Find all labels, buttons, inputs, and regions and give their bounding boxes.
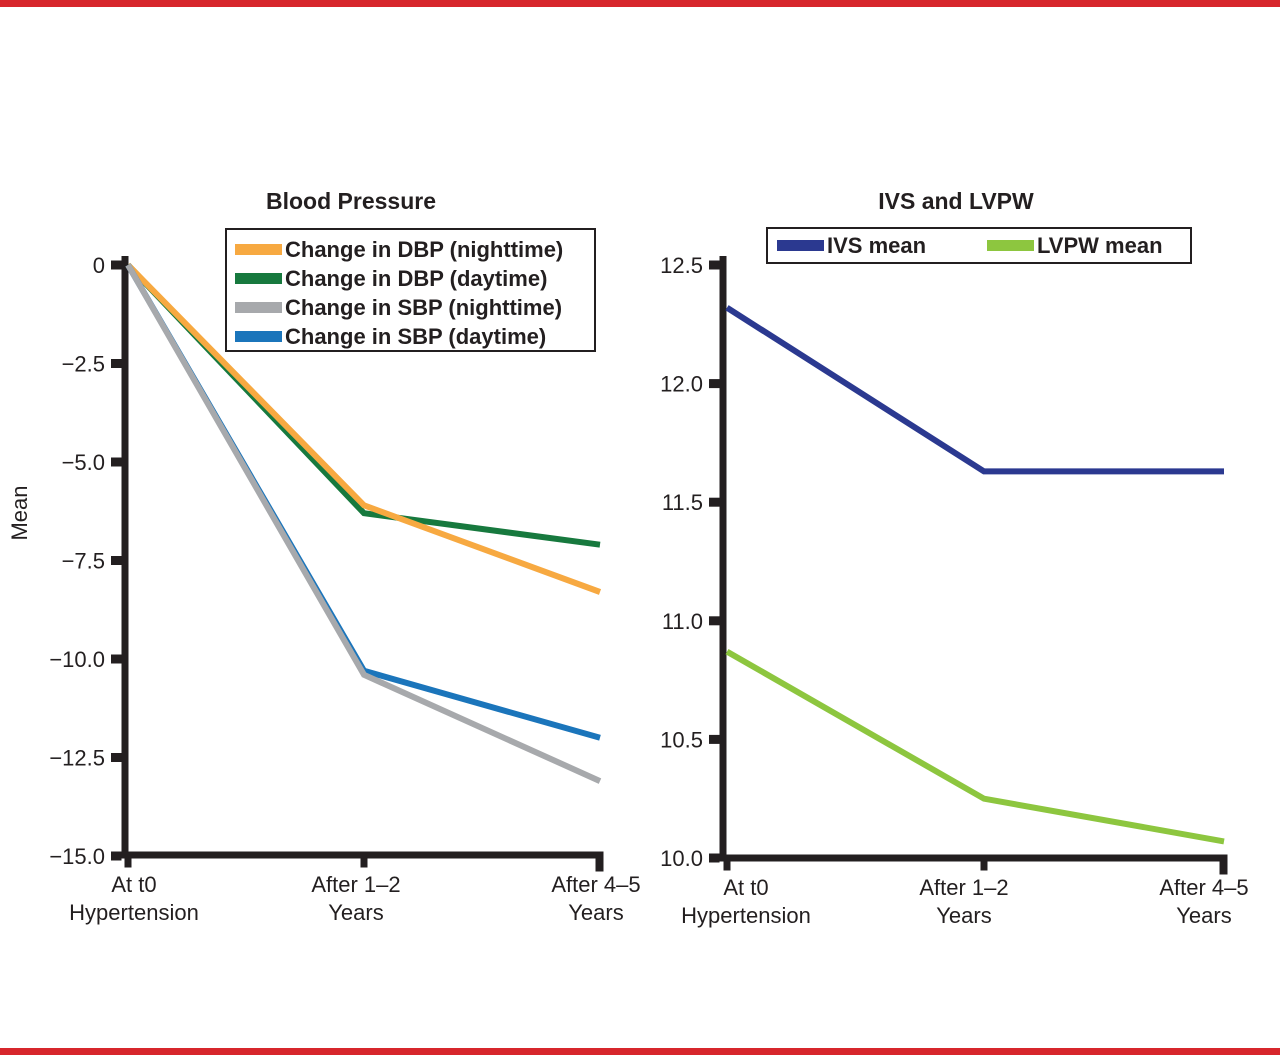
ivs-lvpw-plot: 12.5 12.0 11.5 11.0 10.5 10.0 At t0 Hypertensio… bbox=[660, 253, 1248, 928]
bottom-border-rule bbox=[0, 1048, 1280, 1055]
legend-label-dbp-nighttime: Change in DBP (nighttime) bbox=[285, 236, 564, 262]
legend-item-lvpw-mean: LVPW mean bbox=[987, 229, 1163, 262]
x-tick-label: At t0 bbox=[111, 872, 156, 897]
y-tick-label: 11.0 bbox=[662, 609, 703, 634]
y-tick-label: 11.5 bbox=[662, 490, 703, 515]
x-tick-label: At t0 bbox=[723, 875, 768, 900]
y-tick-label: −7.5 bbox=[62, 549, 105, 574]
legend-label-sbp-daytime: Change in SBP (daytime) bbox=[285, 323, 547, 349]
y-tick-label: −12.5 bbox=[49, 746, 105, 771]
series-line bbox=[125, 263, 602, 784]
y-tick-label: 10.0 bbox=[660, 846, 703, 871]
legend-label-lvpw-mean: LVPW mean bbox=[1037, 232, 1163, 258]
chart-title-blood-pressure: Blood Pressure bbox=[266, 188, 436, 214]
legend-blood-pressure: Change in DBP (nighttime) Change in DBP … bbox=[225, 228, 596, 352]
y-tick-label: −5.0 bbox=[62, 450, 105, 475]
chart-title-ivs-lvpw: IVS and LVPW bbox=[878, 188, 1034, 214]
legend-item-sbp-daytime: Change in SBP (daytime) bbox=[235, 322, 594, 351]
legend-ivs-lvpw: IVS mean LVPW mean bbox=[766, 227, 1192, 264]
y-tick-label: 12.0 bbox=[660, 372, 703, 397]
legend-swatch-ivs-mean bbox=[777, 240, 824, 251]
legend-item-ivs-mean: IVS mean bbox=[777, 229, 926, 262]
y-tick-label: −10.0 bbox=[49, 647, 105, 672]
y-tick-label: −15.0 bbox=[49, 844, 105, 869]
legend-swatch-sbp-daytime bbox=[235, 331, 282, 342]
legend-item-dbp-daytime: Change in DBP (daytime) bbox=[235, 264, 594, 293]
y-tick-label: 10.5 bbox=[660, 727, 703, 752]
x-tick-label: Years bbox=[568, 900, 623, 925]
x-tick-label: Years bbox=[328, 900, 383, 925]
x-tick-label: After 4–5 bbox=[1159, 875, 1248, 900]
legend-swatch-lvpw-mean bbox=[987, 240, 1034, 251]
legend-swatch-sbp-nighttime bbox=[235, 302, 282, 313]
legend-label-ivs-mean: IVS mean bbox=[827, 232, 927, 258]
x-tick-label: After 4–5 bbox=[551, 872, 640, 897]
legend-swatch-dbp-daytime bbox=[235, 273, 282, 284]
series-line bbox=[725, 648, 1225, 845]
legend-swatch-dbp-nighttime bbox=[235, 244, 282, 255]
x-tick-label: After 1–2 bbox=[311, 872, 400, 897]
series-line bbox=[125, 262, 602, 595]
top-border-rule bbox=[0, 0, 1280, 7]
y-tick-label: −2.5 bbox=[62, 352, 105, 377]
x-tick-label: Years bbox=[936, 903, 991, 928]
x-tick-label: Years bbox=[1176, 903, 1231, 928]
series-line bbox=[725, 305, 1224, 475]
y-tick-label: 12.5 bbox=[660, 253, 703, 278]
legend-item-dbp-nighttime: Change in DBP (nighttime) bbox=[235, 235, 594, 264]
x-tick-label: Hypertension bbox=[69, 900, 199, 925]
y-tick-label: 0 bbox=[93, 253, 105, 278]
legend-item-sbp-nighttime: Change in SBP (nighttime) bbox=[235, 293, 594, 322]
legend-label-dbp-daytime: Change in DBP (daytime) bbox=[285, 265, 548, 291]
x-tick-label: After 1–2 bbox=[919, 875, 1008, 900]
blood-pressure-plot: 0 −2.5 −5.0 −7.5 −10.0 −12.5 −15.0At t0 Hyperte… bbox=[49, 253, 640, 925]
legend-label-sbp-nighttime: Change in SBP (nighttime) bbox=[285, 294, 563, 320]
x-tick-label: Hypertension bbox=[681, 903, 811, 928]
